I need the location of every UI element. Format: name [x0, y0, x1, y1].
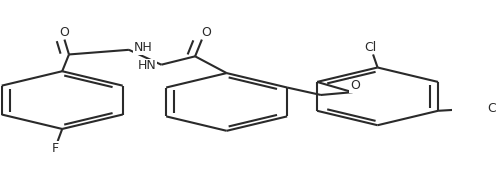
Text: O: O: [201, 26, 211, 39]
Text: O: O: [350, 79, 360, 92]
Text: O: O: [60, 26, 69, 39]
Text: HN: HN: [138, 59, 157, 72]
Text: Cl: Cl: [365, 40, 377, 53]
Text: Cl: Cl: [488, 102, 496, 115]
Text: F: F: [52, 142, 59, 155]
Text: NH: NH: [133, 41, 152, 54]
